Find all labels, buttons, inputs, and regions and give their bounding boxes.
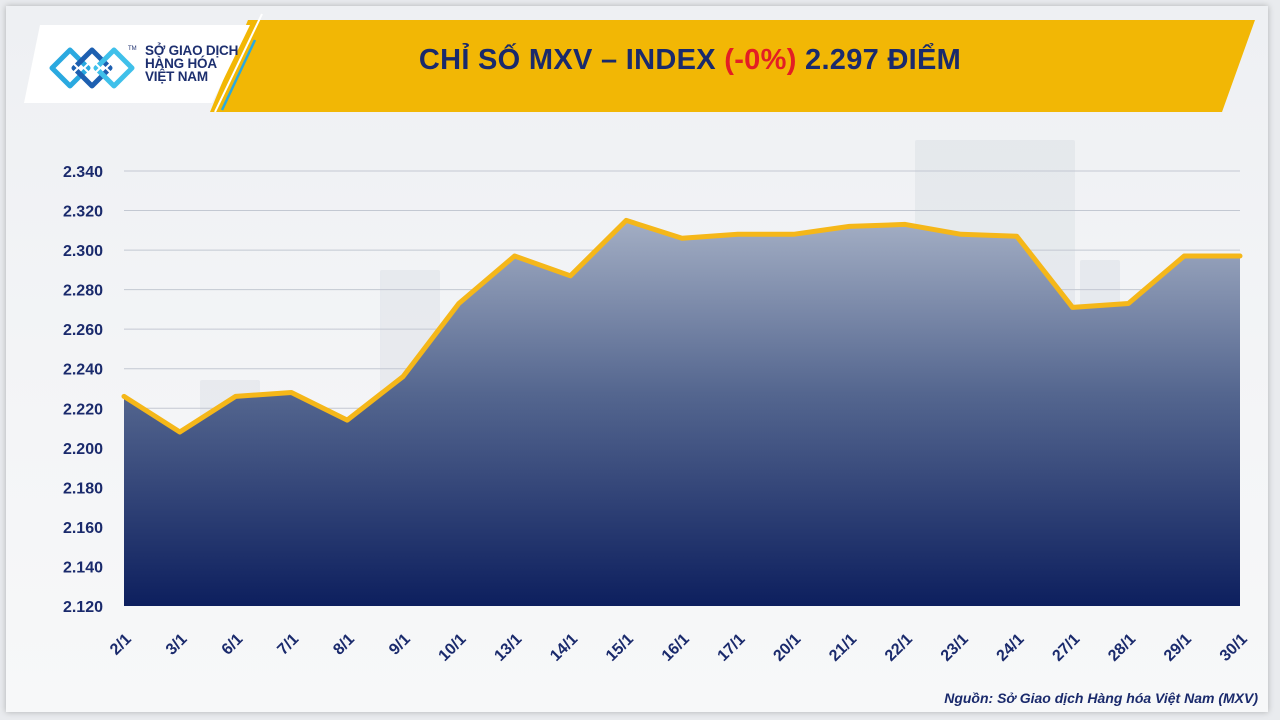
y-tick-label: 2.140 — [63, 559, 103, 576]
x-tick-label: 29/1 — [1161, 631, 1195, 665]
x-tick-label: 16/1 — [659, 631, 693, 665]
index-area — [124, 220, 1240, 606]
logo-panel — [24, 25, 250, 103]
source-note: Nguồn: Sở Giao dịch Hàng hóa Việt Nam (M… — [944, 690, 1258, 706]
title-prefix: CHỈ SỐ MXV – INDEX — [418, 44, 716, 76]
x-tick-label: 2/1 — [107, 631, 135, 659]
y-tick-label: 2.260 — [63, 322, 103, 339]
x-tick-label: 15/1 — [603, 631, 637, 665]
y-tick-label: 2.300 — [63, 243, 103, 260]
x-tick-label: 8/1 — [330, 631, 358, 659]
title-banner — [24, 13, 1255, 113]
x-tick-label: 22/1 — [882, 631, 916, 665]
x-tick-label: 10/1 — [436, 631, 470, 665]
index-line — [121, 217, 1243, 435]
y-tick-label: 2.160 — [63, 520, 103, 537]
y-tick-label: 2.220 — [63, 401, 103, 418]
x-tick-label: 28/1 — [1105, 631, 1139, 665]
x-tick-label: 21/1 — [826, 631, 860, 665]
logo-line-3: VIỆT NAM — [145, 69, 208, 84]
title-value: 2.297 ĐIỂM — [805, 44, 962, 76]
x-tick-label: 24/1 — [994, 631, 1028, 665]
logo-accent-line-blue — [220, 39, 257, 111]
banner-background — [210, 20, 1255, 112]
y-tick-label: 2.240 — [63, 362, 103, 379]
y-axis-labels: 2.120 2.140 2.160 2.180 2.200 2.220 2.240 2.260… — [63, 164, 103, 616]
x-tick-label: 14/1 — [547, 631, 581, 665]
x-tick-label: 27/1 — [1049, 631, 1083, 665]
trademark-mark: TM — [128, 46, 137, 52]
y-tick-label: 2.120 — [63, 599, 103, 616]
mxv-logo-icon — [49, 47, 135, 89]
y-tick-label: 2.200 — [63, 441, 103, 458]
logo-line-1: SỞ GIAO DỊCH — [145, 43, 239, 58]
x-tick-label: 6/1 — [219, 631, 247, 659]
y-tick-label: 2.280 — [63, 283, 103, 300]
chart-title: CHỈ SỐ MXV – INDEX (-0%) 2.297 ĐIỂM — [330, 44, 1050, 77]
x-tick-label: 9/1 — [386, 631, 414, 659]
logo-line-2: HÀNG HÓA — [145, 56, 217, 71]
y-tick-label: 2.180 — [63, 480, 103, 497]
x-tick-label: 7/1 — [274, 631, 302, 659]
x-tick-label: 17/1 — [715, 631, 749, 665]
x-tick-label: 30/1 — [1217, 631, 1251, 665]
x-tick-label: 3/1 — [163, 631, 191, 659]
x-tick-label: 20/1 — [770, 631, 804, 665]
y-tick-label: 2.320 — [63, 204, 103, 221]
x-axis-labels: 2/1 3/1 6/1 7/1 8/1 9/1 10/1 13/1 14/1 15/1 16/1 17… — [107, 631, 1251, 665]
logo-text: SỞ GIAO DỊCH HÀNG HÓA VIỆT NAM — [145, 43, 265, 84]
x-tick-label: 23/1 — [938, 631, 972, 665]
logo-accent-line — [214, 13, 263, 113]
title-change: (-0%) — [724, 44, 797, 76]
y-tick-label: 2.340 — [63, 164, 103, 181]
x-tick-label: 13/1 — [491, 631, 525, 665]
